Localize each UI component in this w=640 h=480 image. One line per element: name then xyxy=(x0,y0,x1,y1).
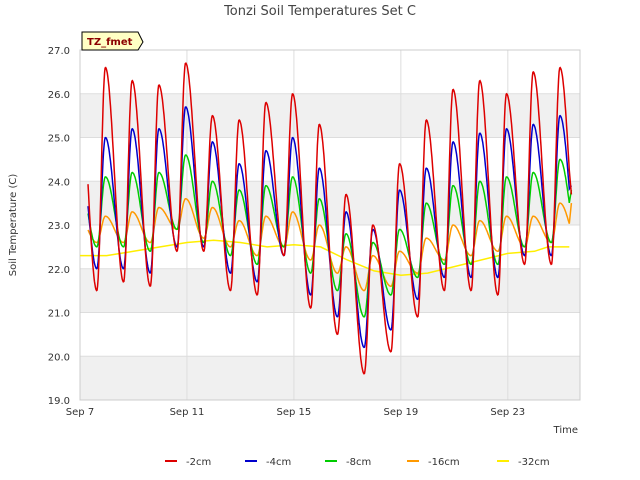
x-axis-ticks: Sep 7 Sep 11 Sep 15 Sep 19 Sep 23 xyxy=(66,407,525,418)
x-tick-label: Sep 11 xyxy=(170,407,205,418)
y-tick-label: 21.0 xyxy=(48,309,70,320)
y-axis-label: Soil Temperature (C) xyxy=(8,174,19,277)
badge-box xyxy=(81,31,144,51)
series-line-neg32cm xyxy=(80,239,570,277)
legend-label: -16cm xyxy=(428,457,460,468)
x-axis-label: Time xyxy=(553,425,578,436)
y-tick-label: 27.0 xyxy=(48,46,70,57)
grid-band xyxy=(80,356,580,400)
badge-label: TZ_fmet xyxy=(87,37,133,48)
plot-border xyxy=(79,49,581,401)
x-tick-label: Sep 19 xyxy=(383,407,418,418)
y-tick-label: 20.0 xyxy=(48,352,70,363)
legend: -2cm -4cm -8cm -16cm -32cm xyxy=(165,457,550,468)
x-tick-label: Sep 7 xyxy=(66,407,94,418)
badge: TZ_fmet xyxy=(81,31,144,51)
y-tick-label: 23.0 xyxy=(48,221,70,232)
chart-title: Tonzi Soil Temperatures Set C xyxy=(223,4,416,19)
series-lines xyxy=(80,62,573,375)
legend-label: -2cm xyxy=(186,457,211,468)
y-tick-label: 25.0 xyxy=(48,134,70,145)
y-axis-ticks: 19.0 20.0 21.0 22.0 23.0 24.0 25.0 26.0 27.0 xyxy=(48,46,70,407)
x-tick-label: Sep 23 xyxy=(490,407,525,418)
y-tick-label: 19.0 xyxy=(48,396,70,407)
grid-band xyxy=(80,268,580,313)
legend-label: -4cm xyxy=(266,457,291,468)
grid-band xyxy=(80,181,580,225)
y-tick-label: 22.0 xyxy=(48,265,70,276)
series-line-neg2cm xyxy=(87,62,573,375)
x-tick-label: Sep 15 xyxy=(277,407,312,418)
legend-label: -8cm xyxy=(346,457,371,468)
y-tick-label: 24.0 xyxy=(48,177,70,188)
legend-label: -32cm xyxy=(518,457,550,468)
y-tick-label: 26.0 xyxy=(48,90,70,101)
